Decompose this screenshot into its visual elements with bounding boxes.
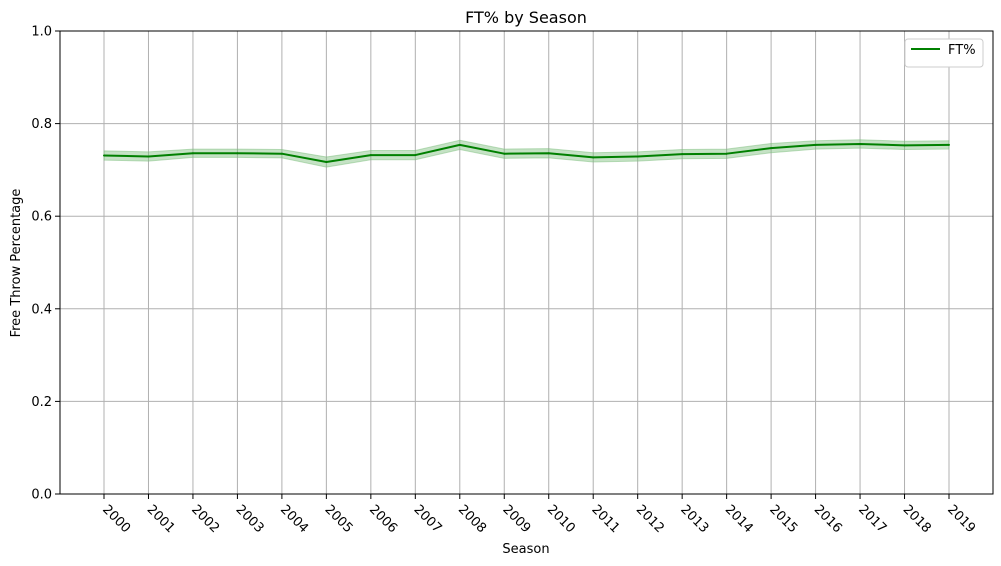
y-tick-label: 1.0	[31, 25, 52, 40]
legend-label-ft: FT%	[948, 43, 976, 58]
data-point	[814, 143, 817, 146]
data-point	[636, 155, 639, 158]
plot-frame	[59, 30, 994, 495]
data-point	[458, 143, 461, 146]
data-point	[503, 152, 506, 155]
y-tick-label: 0.6	[31, 210, 52, 225]
y-tick-label: 0.4	[31, 302, 52, 317]
y-tick-label: 0.2	[31, 395, 52, 410]
data-point	[280, 152, 283, 155]
series-line-ft	[103, 142, 950, 164]
data-point	[236, 152, 239, 155]
data-point	[725, 152, 728, 155]
y-tick-label: 0.0	[31, 488, 52, 503]
y-axis-label: Free Throw Percentage	[9, 189, 24, 338]
y-tick-label: 0.8	[31, 117, 52, 132]
data-point	[325, 161, 328, 164]
data-point	[191, 152, 194, 155]
data-point	[369, 154, 372, 157]
chart-title: FT% by Season	[465, 8, 587, 27]
grid	[60, 30, 993, 495]
line-layer	[103, 142, 950, 164]
data-point	[414, 154, 417, 157]
y-axis: 0.0 0.2 0.4 0.6 0.8 1.0	[31, 25, 60, 503]
data-point	[948, 143, 950, 146]
data-point	[592, 156, 595, 159]
data-point	[681, 153, 684, 156]
data-point	[547, 152, 550, 155]
data-point	[859, 142, 862, 145]
x-axis-label: Season	[502, 542, 549, 557]
legend: FT%	[904, 38, 984, 68]
data-point	[147, 155, 150, 158]
data-point	[903, 144, 906, 147]
legend-box	[904, 38, 984, 68]
data-point	[770, 147, 773, 150]
data-point	[103, 154, 105, 157]
